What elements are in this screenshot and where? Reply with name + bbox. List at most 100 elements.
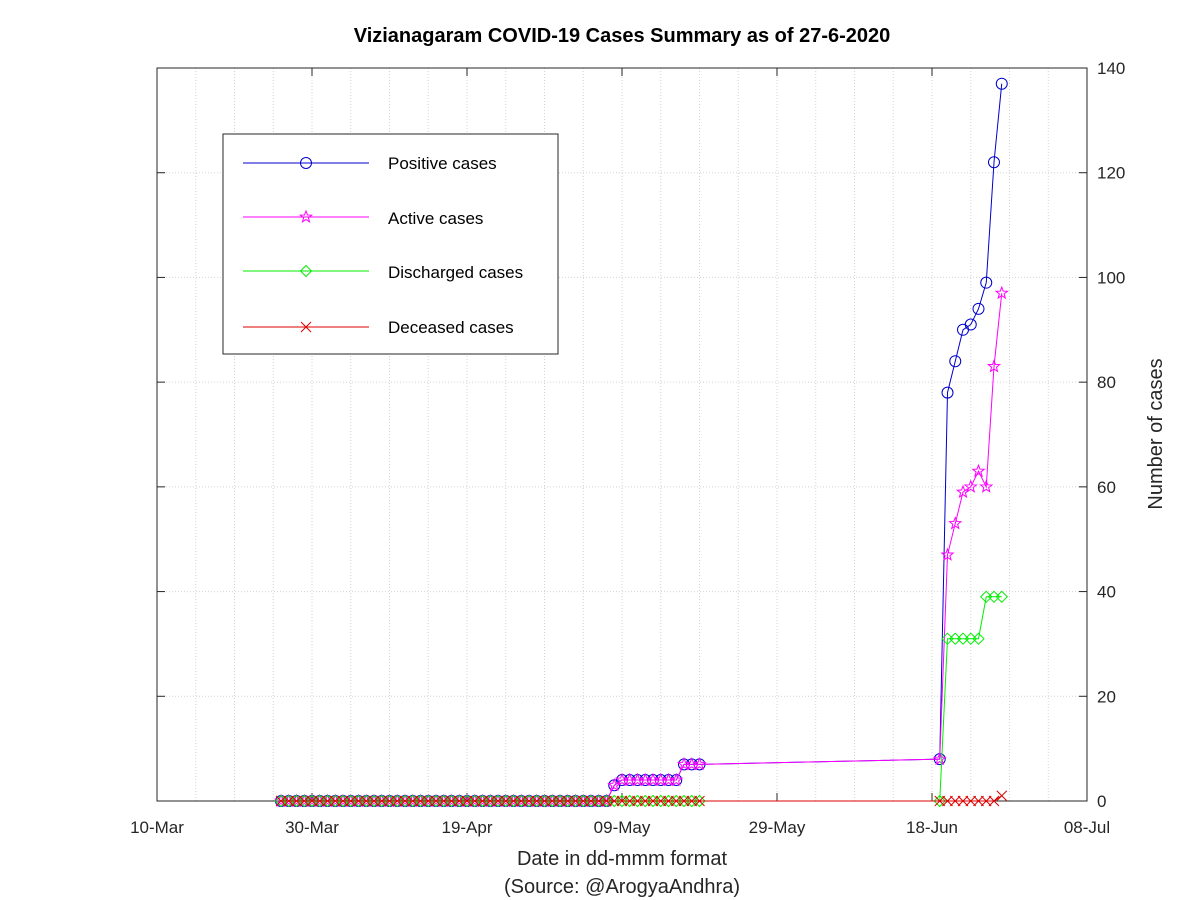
data-point — [368, 795, 380, 807]
data-point — [986, 359, 1002, 373]
legend-samples — [243, 157, 369, 333]
y-tick-label: 40 — [1097, 583, 1116, 602]
data-point — [298, 795, 310, 807]
source-note: (Source: @ArogyaAndhra) — [504, 876, 740, 898]
x-tick-label: 18-Jun — [906, 818, 958, 837]
data-point — [965, 795, 977, 807]
data-point — [570, 795, 581, 807]
data-point — [980, 276, 993, 289]
data-point — [686, 795, 698, 807]
data-point — [430, 795, 442, 807]
data-point — [979, 479, 994, 493]
data-point — [957, 795, 969, 807]
data-point — [415, 795, 426, 807]
data-point — [971, 463, 986, 478]
data-point — [692, 756, 707, 771]
data-point — [438, 795, 450, 807]
data-point — [694, 795, 705, 807]
y-tick-label: 60 — [1097, 478, 1116, 497]
data-point — [949, 355, 962, 368]
data-point — [477, 795, 488, 807]
data-point — [531, 795, 543, 807]
data-point — [988, 795, 1000, 807]
data-point — [314, 795, 326, 807]
data-point — [337, 795, 349, 807]
series-deceased-cases — [275, 790, 1008, 807]
x-tick-label: 08-Jul — [1064, 818, 1110, 837]
data-point — [391, 795, 403, 807]
data-point — [639, 795, 651, 807]
data-point — [515, 795, 527, 807]
data-point — [608, 795, 620, 807]
data-point — [329, 795, 341, 807]
data-point — [275, 795, 287, 807]
data-point — [562, 795, 574, 807]
data-point — [322, 795, 333, 807]
legend-label-deceased: Deceased cases — [388, 318, 514, 337]
legend-label-positive: Positive cases — [388, 154, 497, 173]
data-point — [384, 795, 395, 807]
series-line — [281, 795, 1003, 802]
data-point — [360, 795, 372, 807]
data-point — [523, 795, 535, 807]
data-point — [963, 479, 978, 493]
x-tick-label: 30-Mar — [285, 818, 339, 837]
data-point — [399, 795, 411, 807]
axis-ticks: 10-Mar 30-Mar 19-Apr 09-May 29-May 18-Jun 08-J… — [130, 59, 1125, 837]
x-axis-label: Date in dd-mmm format — [517, 848, 727, 870]
x-tick-label: 29-May — [749, 818, 806, 837]
data-point — [500, 795, 512, 807]
data-point — [492, 795, 504, 807]
x-tick-label: 09-May — [594, 818, 651, 837]
data-point — [988, 156, 1000, 169]
data-point — [670, 795, 682, 807]
data-point — [693, 794, 706, 808]
legend: Positive cases Active cases Discharged c… — [222, 133, 559, 355]
data-point — [940, 547, 955, 561]
y-tick-label: 140 — [1097, 59, 1125, 78]
x-tick-label: 19-Apr — [441, 818, 492, 837]
data-point — [624, 795, 636, 807]
data-point — [593, 795, 605, 807]
y-tick-label: 80 — [1097, 373, 1116, 392]
data-point — [546, 795, 558, 807]
data-point — [972, 302, 985, 315]
data-point — [663, 795, 674, 807]
legend-marker-sample — [300, 321, 312, 333]
data-point — [669, 772, 684, 787]
data-point — [306, 795, 318, 807]
data-point — [995, 77, 1008, 90]
data-point — [585, 795, 597, 807]
y-tick-label: 100 — [1097, 268, 1125, 287]
legend-marker-sample — [298, 209, 314, 224]
data-point — [508, 795, 519, 807]
data-point — [995, 590, 1008, 604]
data-point — [407, 795, 419, 807]
data-point — [655, 795, 667, 807]
data-point — [422, 795, 434, 807]
legend-label-active: Active cases — [388, 209, 483, 228]
legend-label-discharged: Discharged cases — [388, 263, 523, 282]
data-point — [616, 795, 628, 807]
data-point — [446, 795, 457, 807]
data-point — [353, 795, 364, 807]
legend-marker-sample — [300, 157, 312, 169]
data-point — [461, 795, 473, 807]
data-point — [469, 795, 481, 807]
data-point — [376, 795, 388, 807]
data-point — [283, 795, 295, 807]
data-point — [291, 795, 302, 807]
data-point — [554, 795, 566, 807]
x-tick-label: 10-Mar — [130, 818, 184, 837]
data-point — [601, 795, 612, 807]
data-point — [996, 790, 1008, 802]
data-point — [949, 795, 961, 807]
y-tick-label: 120 — [1097, 164, 1125, 183]
data-point — [345, 795, 357, 807]
data-point — [632, 795, 643, 807]
legend-marker-sample — [299, 264, 313, 278]
data-point — [948, 516, 963, 530]
grid-lines — [157, 68, 1087, 801]
